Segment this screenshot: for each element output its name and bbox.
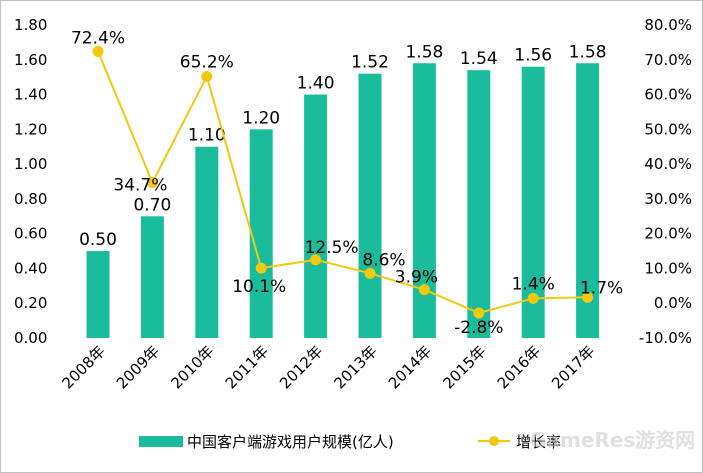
growth-point — [418, 284, 430, 296]
bar-value-label: 1.20 — [242, 108, 280, 128]
left-axis-tick-label: 1.60 — [14, 51, 47, 69]
left-axis-tick-label: 0.00 — [14, 329, 47, 347]
bar-value-label: 1.10 — [188, 126, 226, 146]
category-label: 2017年 — [548, 342, 598, 392]
left-axis-tick-label: 1.80 — [14, 16, 47, 34]
growth-point — [582, 291, 594, 303]
legend-line-label: 增长率 — [516, 433, 561, 451]
category-label: 2012年 — [276, 342, 326, 392]
bar-series: 0.50 0.70 1.10 1.20 1.40 1.52 1.58 1.54 1.56 1.58 — [79, 42, 607, 338]
right-axis-tick-label: 70.0% — [644, 51, 692, 69]
bar — [576, 63, 600, 338]
growth-line — [97, 51, 588, 315]
left-axis-tick-label: 0.40 — [14, 259, 47, 277]
right-axis-ticks: -10.0% 0.0% 10.0% 20.0% 30.0% 40.0% 50.0% 60.0%… — [639, 16, 692, 347]
growth-value-label: 12.5% — [305, 238, 359, 258]
left-axis-tick-label: 0.80 — [14, 190, 47, 208]
legend-bar-label: 中国客户端游戏用户规模(亿人) — [187, 433, 394, 451]
legend: 中国客户端游戏用户规模(亿人) 增长率 — [139, 433, 561, 451]
growth-point — [473, 307, 485, 319]
growth-point — [201, 70, 213, 82]
right-axis-tick-label: 30.0% — [644, 190, 692, 208]
bar — [86, 251, 110, 338]
bar-value-label: 1.54 — [460, 49, 498, 69]
right-axis-tick-label: 80.0% — [644, 16, 692, 34]
right-axis-tick-label: 0.0% — [654, 294, 692, 312]
growth-value-label: 65.2% — [180, 52, 234, 72]
right-axis-tick-label: 40.0% — [644, 155, 692, 173]
bar — [304, 94, 328, 338]
growth-point — [255, 262, 267, 274]
left-axis-tick-label: 0.20 — [14, 294, 47, 312]
category-labels: 2008年 2009年 2010年 2011年 2012年 2013年 2014年 2015年… — [58, 342, 598, 392]
bar — [358, 73, 382, 338]
growth-point — [146, 177, 158, 189]
growth-value-label: 34.7% — [113, 176, 167, 196]
growth-line-series: 72.4% 34.7% 65.2% 10.1% 12.5%8.6%3.9% -2.8% 1.… — [71, 28, 623, 338]
category-label: 2013年 — [330, 342, 380, 392]
category-label: 2015年 — [439, 342, 489, 392]
growth-value-label: 10.1% — [232, 277, 286, 297]
right-axis-tick-label: -10.0% — [639, 329, 692, 347]
category-label: 2009年 — [113, 342, 163, 392]
bar — [467, 70, 491, 338]
right-axis-tick-label: 60.0% — [644, 86, 692, 104]
bar — [249, 129, 273, 338]
bar-value-label: 1.52 — [351, 53, 389, 73]
growth-value-label: 72.4% — [71, 28, 125, 48]
bar-value-label: 1.56 — [514, 46, 552, 66]
category-label: 2010年 — [167, 342, 217, 392]
legend-line-marker — [489, 436, 499, 446]
bar — [140, 216, 164, 338]
bar — [195, 146, 219, 338]
bar-value-label: 1.40 — [297, 74, 335, 94]
right-axis-tick-label: 10.0% — [644, 259, 692, 277]
legend-bar-swatch — [139, 436, 183, 447]
left-axis-ticks: 0.00 0.20 0.40 0.60 0.80 1.00 1.20 1.40 1.60 1.80 — [14, 16, 47, 347]
growth-point — [92, 45, 104, 57]
category-label: 2011年 — [222, 342, 272, 392]
left-axis-tick-label: 1.20 — [14, 120, 47, 138]
bar-value-label: 0.50 — [79, 230, 117, 250]
bar — [521, 66, 545, 338]
bar — [412, 63, 436, 338]
left-axis-tick-label: 1.00 — [14, 155, 47, 173]
left-axis-tick-label: 0.60 — [14, 225, 47, 243]
growth-value-label: 8.6% — [362, 250, 405, 270]
growth-value-label: 1.4% — [512, 274, 555, 294]
category-label: 2008年 — [58, 342, 108, 392]
category-label: 2014年 — [385, 342, 435, 392]
left-axis-tick-label: 1.40 — [14, 86, 47, 104]
category-label: 2016年 — [494, 342, 544, 392]
watermark: GameRes游资网 — [530, 428, 695, 452]
right-axis-tick-label: 50.0% — [644, 120, 692, 138]
growth-point — [527, 292, 539, 304]
right-axis-tick-label: 20.0% — [644, 225, 692, 243]
bar-value-label: 1.58 — [405, 42, 443, 62]
growth-value-label: -2.8% — [454, 318, 503, 338]
growth-point — [310, 254, 322, 266]
growth-point — [364, 267, 376, 279]
growth-value-label: 3.9% — [395, 268, 438, 288]
growth-value-label: 1.7% — [580, 278, 623, 298]
bar-value-label: 0.70 — [133, 195, 171, 215]
bar-value-label: 1.58 — [569, 42, 607, 62]
